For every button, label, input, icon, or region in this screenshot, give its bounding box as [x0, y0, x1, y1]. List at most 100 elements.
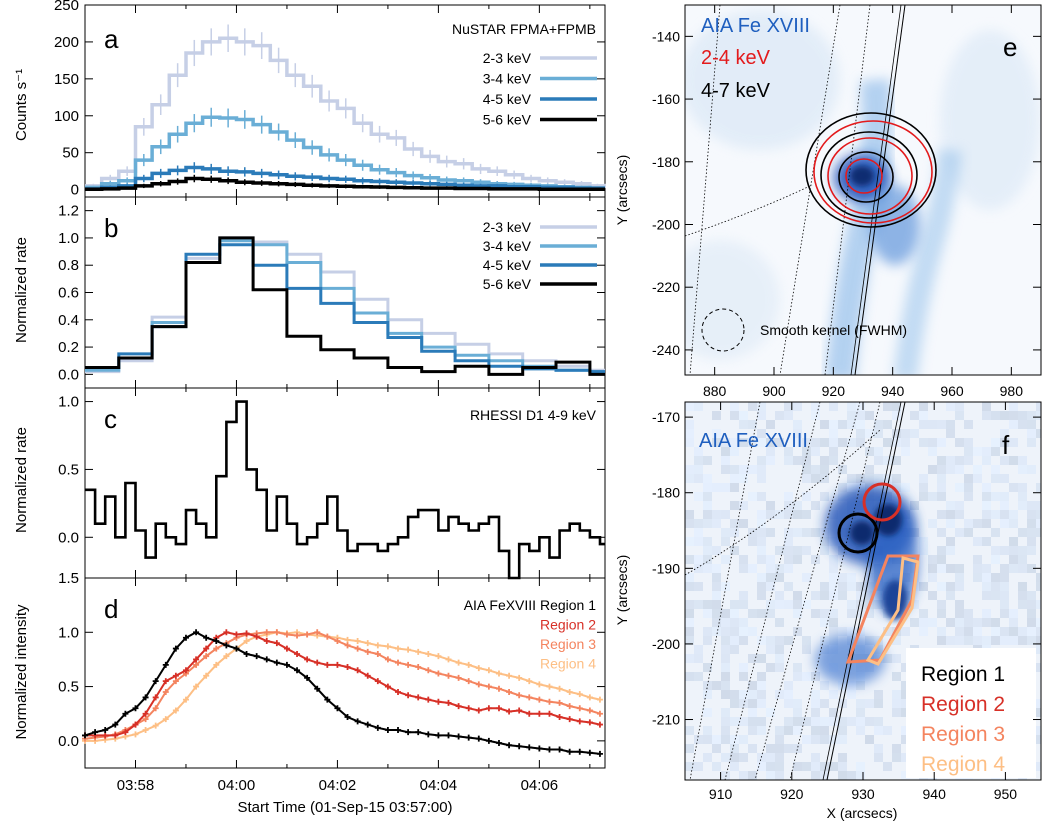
ytick-label: 0.5 — [58, 679, 79, 696]
marker — [334, 705, 341, 712]
marker — [203, 645, 210, 652]
marker — [445, 656, 452, 663]
marker — [213, 661, 220, 668]
marker — [213, 645, 220, 652]
marker — [314, 629, 321, 636]
marker — [415, 694, 422, 701]
xtick-label: 930 — [851, 786, 875, 802]
marker — [485, 705, 492, 712]
marker — [516, 674, 523, 681]
marker — [576, 691, 583, 698]
marker — [566, 716, 573, 723]
marker — [142, 694, 149, 701]
marker — [364, 648, 371, 655]
xtick-label: 03:58 — [117, 777, 155, 794]
marker — [506, 689, 513, 695]
marker — [203, 634, 210, 641]
marker — [556, 685, 563, 692]
ytick-label: -200 — [652, 216, 680, 232]
panel-a-ylabel: Counts s⁻¹ — [13, 69, 30, 141]
xtick-label: 04:00 — [218, 777, 256, 794]
marker — [455, 703, 462, 710]
panel-b-letter: b — [104, 213, 118, 243]
panel-a-yaxis: 0 50 100 150 200 250 — [54, 0, 605, 199]
marker — [263, 637, 270, 644]
time-axis: 03:58 04:00 04:02 04:04 04:06 — [84, 5, 591, 794]
ytick-label: 1.0 — [58, 624, 79, 641]
ytick-label: -200 — [652, 636, 680, 652]
marker — [162, 689, 169, 695]
legend-label: 2-3 keV — [483, 219, 532, 235]
marker — [586, 707, 593, 714]
panel-d-letter: d — [104, 594, 118, 624]
marker — [546, 746, 553, 753]
panel-f-image — [685, 402, 1041, 780]
marker — [425, 651, 432, 657]
marker — [395, 645, 402, 652]
marker — [193, 683, 200, 690]
ytick-label: -170 — [652, 409, 680, 425]
marker — [294, 651, 301, 657]
marker — [344, 642, 351, 649]
panel-b: 0.00.20.40.60.81.01.2 b Normalized rate … — [13, 196, 606, 389]
panel-c-plot — [85, 400, 605, 580]
marker — [395, 659, 402, 666]
xtick-label: 910 — [709, 786, 733, 802]
legend-label: Region 4 — [540, 656, 596, 672]
marker — [223, 653, 230, 660]
marker — [263, 629, 270, 636]
marker — [112, 721, 119, 728]
ytick-label: -140 — [652, 28, 680, 44]
marker — [132, 705, 139, 712]
xtick-label: 900 — [762, 383, 786, 399]
marker — [485, 667, 492, 674]
marker — [152, 678, 159, 685]
marker — [576, 705, 583, 712]
ytick-label: -210 — [652, 712, 680, 728]
panel-f-letter: f — [1002, 430, 1010, 460]
marker — [546, 710, 553, 717]
marker — [304, 631, 311, 638]
marker — [526, 694, 533, 701]
marker — [425, 696, 432, 703]
marker — [172, 672, 179, 679]
ytick-label: 0.0 — [58, 366, 79, 383]
marker — [142, 710, 149, 717]
marker — [233, 631, 240, 638]
ytick-label: 0.0 — [58, 529, 79, 546]
marker — [263, 656, 270, 663]
marker — [344, 636, 351, 643]
marker — [334, 661, 341, 668]
marker — [536, 681, 543, 688]
marker — [435, 732, 442, 739]
panel-d-ylabel: Normalized intensity — [13, 604, 30, 740]
marker — [425, 667, 432, 674]
panel-d-legend: AIA FeXVIII Region 1 Region 2 Region 3 Regi… — [464, 597, 597, 672]
marker — [162, 678, 169, 685]
marker — [465, 661, 472, 668]
marker — [152, 722, 159, 729]
ytick-label: -160 — [652, 91, 680, 107]
ytick-label: 1.0 — [58, 230, 79, 247]
marker — [384, 656, 391, 663]
marker — [395, 727, 402, 733]
ytick-label: 0.8 — [58, 257, 79, 274]
marker — [193, 661, 200, 668]
xtick-label: 980 — [1000, 383, 1024, 399]
marker — [475, 707, 482, 714]
marker — [506, 672, 513, 679]
panel-e-frame — [684, 4, 1042, 376]
marker — [395, 689, 402, 695]
panel-e-legend-2: 4-7 keV — [701, 80, 771, 102]
ytick-label: 1.0 — [58, 394, 79, 411]
panel-e-legend-1: 2-4 keV — [701, 47, 771, 69]
marker — [172, 707, 179, 714]
marker — [142, 727, 149, 733]
panel-c-yaxis: 0.0 0.5 1.0 — [58, 394, 605, 546]
panel-d-yaxis: 0.0 0.5 1.0 1.5 — [58, 570, 605, 750]
marker — [334, 637, 341, 644]
marker — [364, 640, 371, 647]
marker — [586, 749, 593, 756]
marker — [182, 696, 189, 703]
marker — [556, 746, 563, 753]
